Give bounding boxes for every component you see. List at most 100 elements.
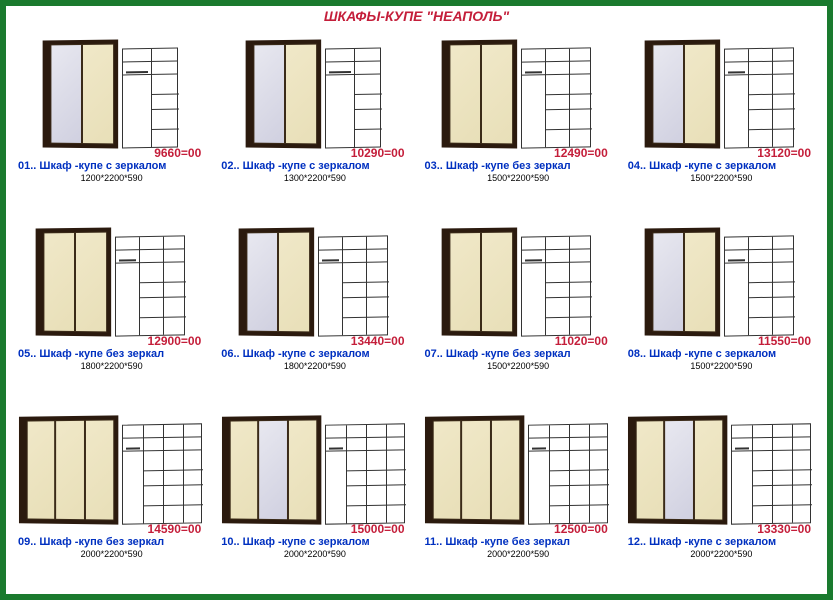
item-label: 07.. Шкаф -купе без зеркал [419, 348, 618, 360]
door-icon [230, 420, 259, 520]
item-price: 12490=00 [419, 146, 618, 160]
wireframe-icon [724, 47, 794, 148]
item-number: 09. [18, 536, 33, 548]
item-price: 13440=00 [215, 334, 414, 348]
mirror-door-icon [258, 420, 287, 520]
item-name: Шкаф -купе с зеркалом [243, 536, 370, 548]
item-label: 09.. Шкаф -купе без зеркал [12, 536, 211, 548]
item-name: Шкаф -купе без зеркал [445, 536, 570, 548]
catalog-item: 13120=0004.. Шкаф -купе с зеркалом1500*2… [622, 26, 821, 210]
door-icon [491, 419, 521, 520]
catalog-item: 14590=0009.. Шкаф -купе без зеркал2000*2… [12, 402, 211, 586]
item-images [39, 218, 185, 336]
item-images [249, 30, 381, 148]
item-images [46, 30, 178, 148]
item-name: Шкаф -купе с зеркалом [649, 160, 776, 172]
catalog-item: 13330=0012.. Шкаф -купе с зеркалом2000*2… [622, 402, 821, 586]
item-name: Шкаф -купе с зеркалом [39, 160, 166, 172]
item-dimensions: 1500*2200*590 [622, 361, 821, 371]
catalog-item: 11550=0008.. Шкаф -купе с зеркалом1500*2… [622, 214, 821, 398]
item-label: 06.. Шкаф -купе с зеркалом [215, 348, 414, 360]
door-icon [684, 44, 716, 145]
door-icon [636, 420, 665, 520]
item-images [242, 218, 388, 336]
item-images [445, 218, 591, 336]
page-title: ШКАФЫ-КУПЕ "НЕАПОЛЬ" [6, 6, 827, 26]
wardrobe-icon [648, 228, 720, 336]
door-icon [288, 419, 318, 520]
item-dimensions: 1800*2200*590 [215, 361, 414, 371]
wardrobe-icon [46, 40, 118, 148]
door-icon [75, 232, 107, 333]
door-icon [450, 232, 482, 332]
door-icon [433, 420, 462, 520]
item-dimensions: 1200*2200*590 [12, 173, 211, 183]
item-name: Шкаф -купе с зеркалом [243, 160, 370, 172]
door-icon [84, 419, 114, 520]
item-label: 04.. Шкаф -купе с зеркалом [622, 160, 821, 172]
door-icon [26, 420, 55, 520]
item-images [225, 406, 405, 524]
wireframe-icon [724, 235, 794, 336]
item-images [631, 406, 811, 524]
item-label: 08.. Шкаф -купе с зеркалом [622, 348, 821, 360]
item-number: 05. [18, 348, 33, 360]
wardrobe-icon [445, 40, 517, 148]
item-dimensions: 2000*2200*590 [622, 549, 821, 559]
wardrobe-icon [249, 40, 321, 148]
catalog-item: 10290=0002.. Шкаф -купе с зеркалом1300*2… [215, 26, 414, 210]
item-number: 02. [221, 160, 236, 172]
door-icon [43, 232, 75, 332]
door-icon [684, 232, 716, 333]
wireframe-icon [528, 423, 608, 524]
wireframe-icon [115, 235, 185, 336]
item-price: 12900=00 [12, 334, 211, 348]
wireframe-icon [731, 423, 811, 524]
catalog-item: 11020=0007.. Шкаф -купе без зеркал1500*2… [419, 214, 618, 398]
item-name: Шкаф -купе с зеркалом [649, 536, 776, 548]
item-dimensions: 2000*2200*590 [419, 549, 618, 559]
item-name: Шкаф -купе с зеркалом [649, 348, 776, 360]
item-dimensions: 2000*2200*590 [12, 549, 211, 559]
wardrobe-icon [428, 416, 524, 524]
door-icon [462, 420, 491, 520]
wireframe-icon [325, 423, 405, 524]
wardrobe-icon [648, 40, 720, 148]
catalog-grid: 9660=0001.. Шкаф -купе с зеркалом1200*22… [6, 26, 827, 592]
item-number: 10. [221, 536, 236, 548]
item-label: 03.. Шкаф -купе без зеркал [419, 160, 618, 172]
door-icon [481, 44, 513, 145]
wireframe-icon [325, 48, 381, 149]
wardrobe-icon [631, 416, 727, 524]
item-label: 01.. Шкаф -купе с зеркалом [12, 160, 211, 172]
item-label: 02.. Шкаф -купе с зеркалом [215, 160, 414, 172]
item-label: 12.. Шкаф -купе с зеркалом [622, 536, 821, 548]
item-price: 11020=00 [419, 334, 618, 348]
item-name: Шкаф -купе с зеркалом [243, 348, 370, 360]
catalog-item: 12490=0003.. Шкаф -купе без зеркал1500*2… [419, 26, 618, 210]
item-images [22, 406, 202, 524]
mirror-door-icon [253, 44, 285, 144]
wardrobe-icon [39, 228, 111, 336]
item-images [428, 406, 608, 524]
mirror-door-icon [653, 232, 685, 332]
door-icon [82, 44, 114, 145]
item-number: 04. [628, 160, 643, 172]
catalog-item: 12900=0005.. Шкаф -купе без зеркал1800*2… [12, 214, 211, 398]
item-dimensions: 1500*2200*590 [419, 173, 618, 183]
item-images [648, 30, 794, 148]
catalog-item: 15000=0010.. Шкаф -купе с зеркалом2000*2… [215, 402, 414, 586]
wireframe-icon [521, 235, 591, 336]
item-dimensions: 1500*2200*590 [622, 173, 821, 183]
item-number: 01. [18, 160, 33, 172]
item-number: 08. [628, 348, 643, 360]
item-number: 07. [425, 348, 440, 360]
door-icon [450, 44, 482, 144]
item-dimensions: 1800*2200*590 [12, 361, 211, 371]
door-icon [278, 232, 310, 333]
item-name: Шкаф -купе без зеркал [446, 160, 571, 172]
door-icon [481, 232, 513, 333]
item-number: 03. [425, 160, 440, 172]
item-number: 06. [221, 348, 236, 360]
item-number: 11. [425, 536, 440, 548]
